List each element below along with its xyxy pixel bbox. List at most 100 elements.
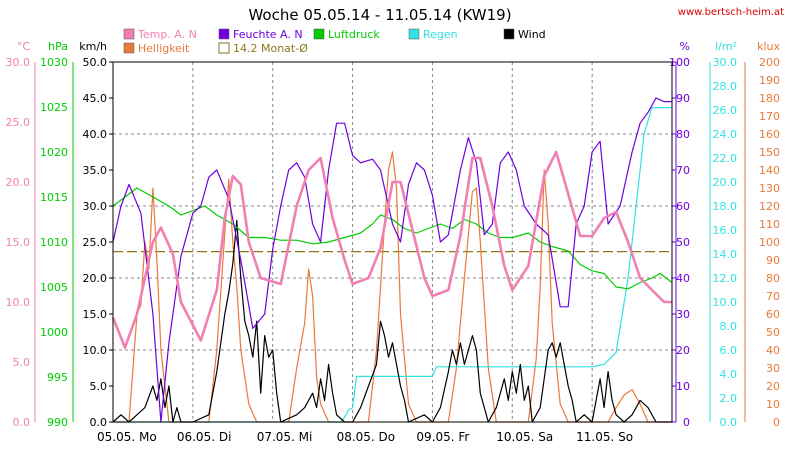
series-line-regen — [113, 106, 672, 423]
axis-unit-label: °C — [17, 40, 31, 53]
axis-tick-label: 20.0 — [6, 176, 31, 189]
axis-tick-label: 5.0 — [13, 356, 31, 369]
axis-tick-label: 100 — [669, 56, 690, 69]
axis-tick-label: 120 — [759, 200, 780, 213]
series-line-luftdruck — [112, 187, 673, 290]
legend-label: Wind — [518, 28, 546, 41]
plot-border — [112, 61, 673, 423]
day-label: 05.05. Mo — [97, 430, 157, 444]
axis-2: hPa 990 995 1000 1005 1010 1015 1020 1025 1030 — [40, 40, 68, 429]
axis-tick-label: 2.0 — [720, 392, 738, 405]
legend-item: 14.2 Monat-Ø — [218, 42, 308, 55]
axis-tick-label: 1025 — [40, 101, 68, 114]
legend-swatch — [503, 28, 515, 40]
axis-tick-label: 160 — [759, 128, 780, 141]
legend-item: Regen — [408, 28, 458, 41]
axis-tick-label: 15.0 — [6, 236, 31, 249]
legend-item: Luftdruck — [313, 28, 380, 41]
axis-unit-label: hPa — [48, 40, 68, 53]
axis-tick-label: 0.0 — [90, 416, 108, 429]
axis-tick-label: 40 — [676, 272, 690, 285]
axis-tick-label: 180 — [759, 92, 780, 105]
axis-tick-label: 90 — [676, 92, 690, 105]
grid — [113, 62, 672, 422]
legend-item: Temp. A. N — [123, 28, 197, 41]
legend-swatch — [218, 42, 230, 54]
chart-title: Woche 05.05.14 - 11.05.14 (KW19) — [248, 6, 511, 24]
axis-tick-label: 80 — [766, 272, 780, 285]
axis-tick-label: 14.0 — [713, 248, 738, 261]
axes: °C0.05.010.015.020.025.030.0hPa990995100… — [6, 40, 781, 444]
axis-tick-label: 8.0 — [720, 320, 738, 333]
axis-tick-label: 10.0 — [6, 296, 31, 309]
axis-tick-label: 70 — [676, 164, 690, 177]
legend-item: Feuchte A. N — [218, 28, 303, 41]
axis-tick-label: 60 — [676, 200, 690, 213]
axis-tick-label: 40 — [766, 344, 780, 357]
axis-tick-label: 80 — [676, 128, 690, 141]
axis-tick-label: 1020 — [40, 146, 68, 159]
axis-tick-label: 10 — [766, 398, 780, 411]
day-label: 09.05. Fr — [416, 430, 469, 444]
axis-4: % 0 10 20 30 40 50 60 70 80 90 100 — [669, 40, 690, 429]
axis-tick-label: 130 — [759, 182, 780, 195]
day-label: 08.05. Do — [337, 430, 396, 444]
axis-tick-label: 30 — [676, 308, 690, 321]
axis-tick-label: 28.0 — [713, 80, 738, 93]
axis-tick-label: 26.0 — [713, 104, 738, 117]
axis-tick-label: 6.0 — [720, 344, 738, 357]
legend-swatch — [218, 28, 230, 40]
axis-tick-label: 1005 — [40, 281, 68, 294]
axis-tick-label: 20.0 — [83, 272, 108, 285]
axis-tick-label: 24.0 — [713, 128, 738, 141]
axis-6: klux 0 10 20 30 40 50 60 70 80 90 100 110 120 130 140 15… — [757, 40, 780, 429]
axis-unit-label: klux — [757, 40, 780, 53]
axis-tick-label: 1010 — [40, 236, 68, 249]
axis-tick-label: 140 — [759, 164, 780, 177]
plot-frame — [112, 61, 673, 423]
axis-tick-label: 5.0 — [90, 380, 108, 393]
legend-label: Luftdruck — [328, 28, 380, 41]
axis-tick-label: 30 — [766, 362, 780, 375]
legend-label: Regen — [423, 28, 458, 41]
axis-tick-label: 25.0 — [6, 116, 31, 129]
axis-tick-label: 18.0 — [713, 200, 738, 213]
axis-3: km/h 0.0 5.0 10.0 15.0 20.0 25.0 30.0 35.0 40.0 45… — [79, 40, 113, 429]
legend-swatch — [123, 42, 135, 54]
axis-tick-label: 70 — [766, 290, 780, 303]
axis-tick-label: 22.0 — [713, 152, 738, 165]
axis-unit-label: km/h — [79, 40, 107, 53]
axis-tick-label: 50 — [766, 326, 780, 339]
axis-tick-label: 200 — [759, 56, 780, 69]
axis-tick-label: 30.0 — [6, 56, 31, 69]
axis-tick-label: 25.0 — [83, 236, 108, 249]
legend-swatch — [408, 28, 420, 40]
day-label: 06.05. Di — [177, 430, 232, 444]
axis-5: l/m² 0.0 2.0 4.0 6.0 8.0 10.0 12.0 14.0 16.0 18.0 2… — [713, 40, 738, 429]
axis-tick-label: 1030 — [40, 56, 68, 69]
day-label: 10.05. Sa — [496, 430, 553, 444]
source-link[interactable]: www.bertsch-heim.at — [678, 7, 784, 18]
axis-tick-label: 50.0 — [83, 56, 108, 69]
legend-item: Helligkeit — [123, 42, 190, 55]
series-line-wind — [112, 219, 672, 423]
axis-tick-label: 90 — [766, 254, 780, 267]
axis-tick-label: 12.0 — [713, 272, 738, 285]
axis-tick-label: 170 — [759, 110, 780, 123]
legend: Temp. A. N Feuchte A. N Luftdruck Regen Wind… — [123, 28, 546, 55]
axis-tick-label: 150 — [759, 146, 780, 159]
legend-label: Helligkeit — [138, 42, 190, 55]
axis-tick-label: 0.0 — [13, 416, 31, 429]
axis-tick-label: 100 — [759, 236, 780, 249]
axis-tick-label: 4.0 — [720, 368, 738, 381]
axis-tick-label: 20 — [766, 380, 780, 393]
axis-tick-label: 35.0 — [83, 164, 108, 177]
axis-tick-label: 10 — [676, 380, 690, 393]
axis-tick-label: 0 — [773, 416, 780, 429]
axis-tick-label: 15.0 — [83, 308, 108, 321]
axis-tick-label: 0 — [683, 416, 690, 429]
legend-item: Wind — [503, 28, 546, 41]
axis-tick-label: 50 — [676, 236, 690, 249]
axis-tick-label: 0.0 — [720, 416, 738, 429]
